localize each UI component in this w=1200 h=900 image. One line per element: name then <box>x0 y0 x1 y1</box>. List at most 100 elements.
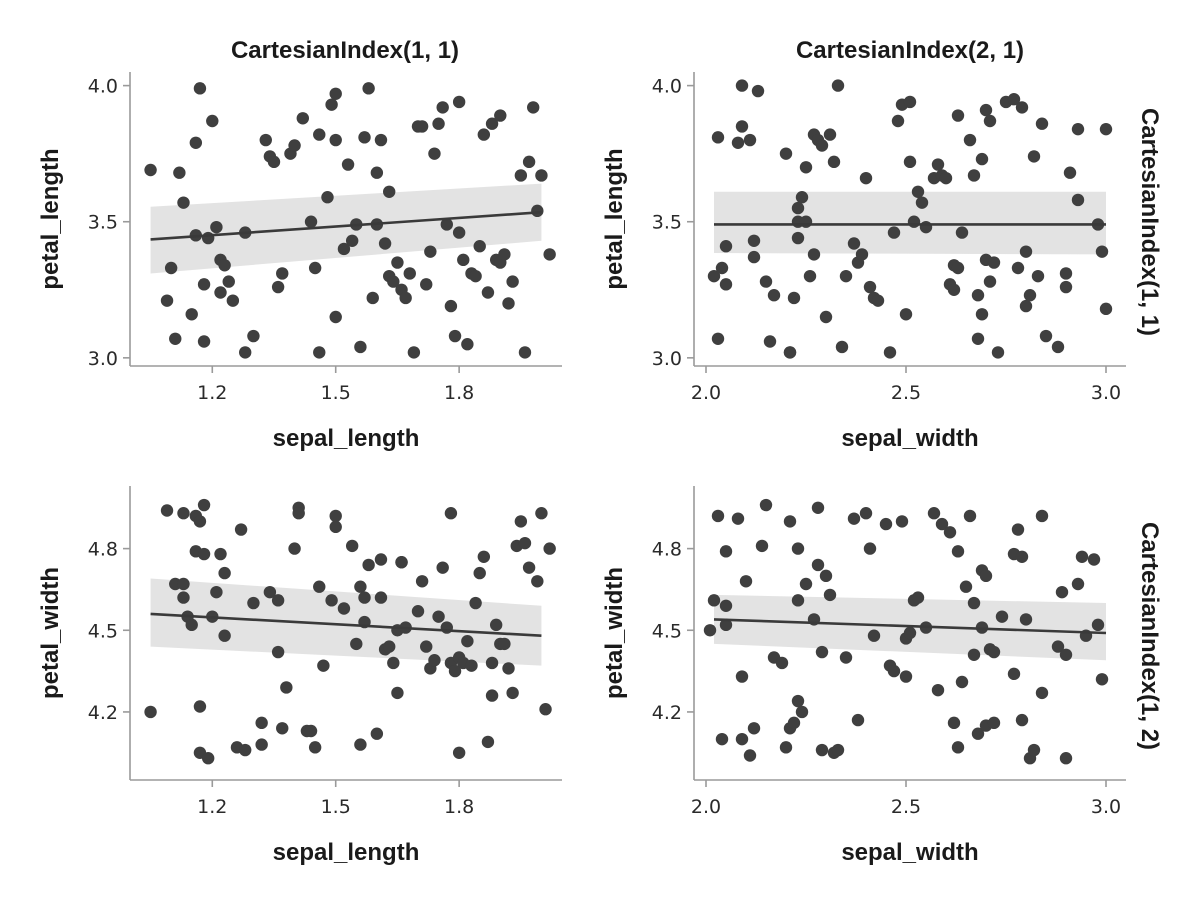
scatter-point <box>527 101 540 114</box>
scatter-point <box>719 278 733 291</box>
scatter-point <box>1019 245 1033 258</box>
y-tick-label: 3.0 <box>88 348 118 370</box>
scatter-point <box>967 596 981 610</box>
scatter-point <box>267 155 281 169</box>
scatter-point <box>751 84 765 98</box>
scatter-point <box>879 517 893 531</box>
scatter-point <box>799 577 813 591</box>
panel-2: 2.0 2.5 3.0 3.0 3.5 4.0 sepal_width petal_lengt… <box>601 72 1126 452</box>
scatter-point <box>415 120 429 133</box>
scatter-point <box>719 599 733 612</box>
scatter-point <box>835 340 849 354</box>
scatter-point <box>370 727 384 740</box>
scatter-point <box>197 498 211 512</box>
scatter-point <box>1027 150 1041 163</box>
scatter-point <box>815 139 829 152</box>
scatter-point <box>214 286 227 299</box>
y-axis-label: petal_width <box>601 567 628 699</box>
x-tick-label: 1.5 <box>321 382 351 404</box>
scatter-point <box>378 237 392 250</box>
scatter-point <box>518 536 532 550</box>
scatter-point <box>144 163 157 177</box>
y-axis-label: petal_length <box>37 148 64 289</box>
scatter-point <box>255 738 268 751</box>
scatter-point <box>185 308 198 321</box>
scatter-point <box>1071 193 1085 207</box>
x-tick-label: 2.5 <box>891 382 921 404</box>
scatter-point <box>911 185 925 198</box>
scatter-point <box>935 517 949 531</box>
scatter-point <box>1059 648 1073 661</box>
scatter-point <box>815 645 829 659</box>
scatter-point <box>983 114 997 128</box>
scatter-point <box>719 240 733 253</box>
scatter-point <box>779 147 793 160</box>
scatter-point <box>1099 302 1113 316</box>
x-tick-label: 2.0 <box>691 796 721 818</box>
scatter-point <box>502 662 515 675</box>
scatter-point <box>452 226 466 239</box>
scatter-point <box>485 689 499 702</box>
scatter-point <box>855 248 869 261</box>
scatter-point <box>963 133 977 147</box>
y-tick-label: 4.0 <box>88 76 118 98</box>
scatter-point <box>201 752 215 765</box>
scatter-point <box>292 507 305 520</box>
scatter-point <box>370 166 384 179</box>
scatter-point <box>1007 667 1021 681</box>
scatter-point <box>399 291 412 305</box>
scatter-point <box>210 585 223 599</box>
scatter-point <box>887 226 901 239</box>
scatter-point <box>783 346 797 359</box>
scatter-point <box>899 308 913 321</box>
scatter-point <box>288 139 301 152</box>
scatter-point <box>489 618 503 632</box>
scatter-point <box>448 329 462 343</box>
scatter-point <box>387 275 400 288</box>
scatter-point <box>863 542 877 555</box>
y-tick-label: 3.0 <box>652 348 682 370</box>
scatter-point <box>374 591 388 604</box>
scatter-point <box>1019 613 1033 626</box>
scatter-point <box>975 152 989 166</box>
x-tick-label: 2.0 <box>691 382 721 404</box>
scatter-point <box>767 289 781 302</box>
scatter-point <box>775 656 789 670</box>
scatter-point <box>907 215 921 228</box>
scatter-point <box>395 556 408 569</box>
scatter-point <box>452 746 466 759</box>
scatter-point <box>959 580 973 593</box>
scatter-point <box>895 515 909 528</box>
scatter-point <box>477 128 491 141</box>
scatter-point <box>329 310 342 324</box>
x-tick-label: 2.5 <box>891 796 921 818</box>
panel-4: 2.0 2.5 3.0 4.2 4.5 4.8 sepal_width petal_width <box>601 486 1126 866</box>
scatter-point <box>354 580 367 593</box>
scatter-point <box>791 594 805 607</box>
scatter-point <box>481 286 495 299</box>
scatter-point <box>522 561 536 574</box>
scatter-point <box>831 79 845 92</box>
scatter-point <box>193 515 207 528</box>
scatter-point <box>494 109 507 122</box>
scatter-point <box>276 722 289 735</box>
scatter-point <box>931 158 945 171</box>
scatter-point <box>436 561 449 574</box>
scatter-point <box>164 261 178 275</box>
x-tick-label: 3.0 <box>1091 382 1121 404</box>
scatter-point <box>473 240 486 253</box>
scatter-point <box>779 741 793 754</box>
scatter-point <box>703 624 717 637</box>
scatter-point <box>193 700 207 713</box>
scatter-point <box>424 245 437 258</box>
scatter-point <box>411 605 425 618</box>
scatter-point <box>247 329 260 343</box>
confidence-band <box>150 183 542 274</box>
x-tick-label: 3.0 <box>1091 796 1121 818</box>
scatter-point <box>481 735 495 749</box>
scatter-point <box>915 196 929 209</box>
x-tick-label: 1.2 <box>197 796 227 818</box>
scatter-point <box>276 267 289 280</box>
scatter-point <box>919 220 933 234</box>
scatter-point <box>506 686 519 700</box>
